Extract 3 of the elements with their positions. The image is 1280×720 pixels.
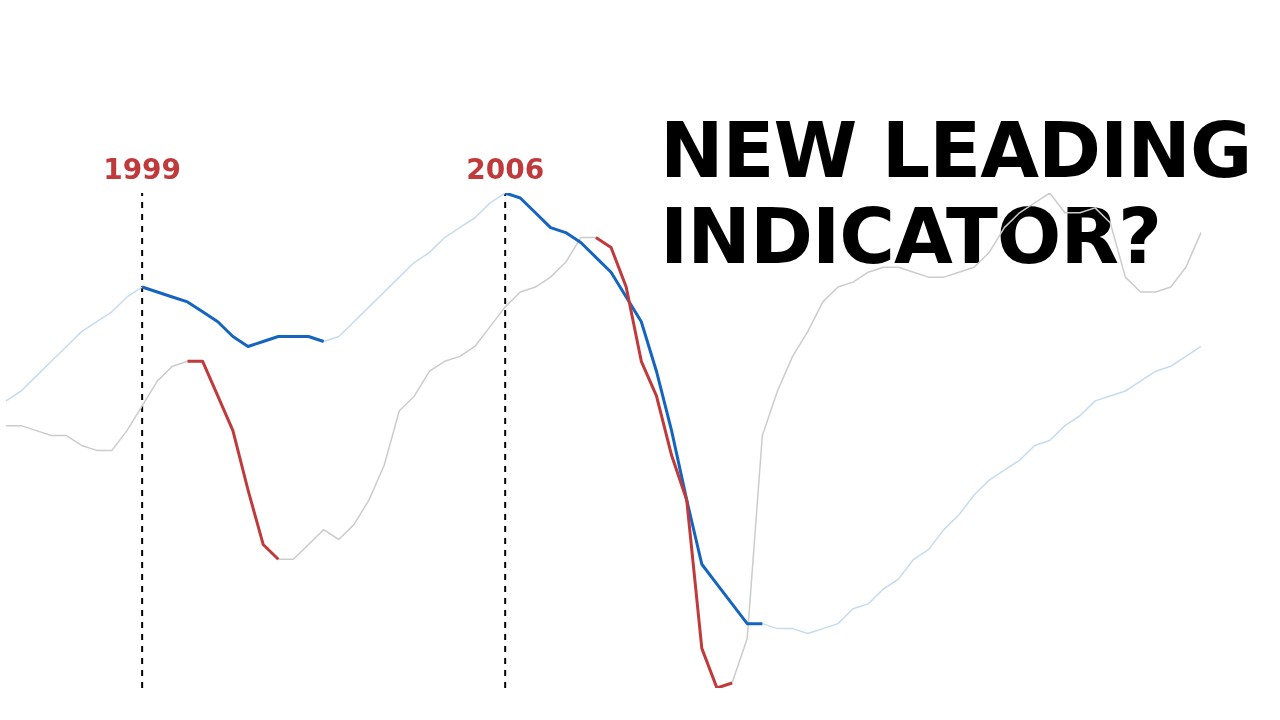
chart-title: NEW LEADING INDICATOR? <box>660 106 1253 281</box>
x-tick-label: 2006 <box>466 153 545 186</box>
x-tick-label: 1999 <box>103 153 182 186</box>
